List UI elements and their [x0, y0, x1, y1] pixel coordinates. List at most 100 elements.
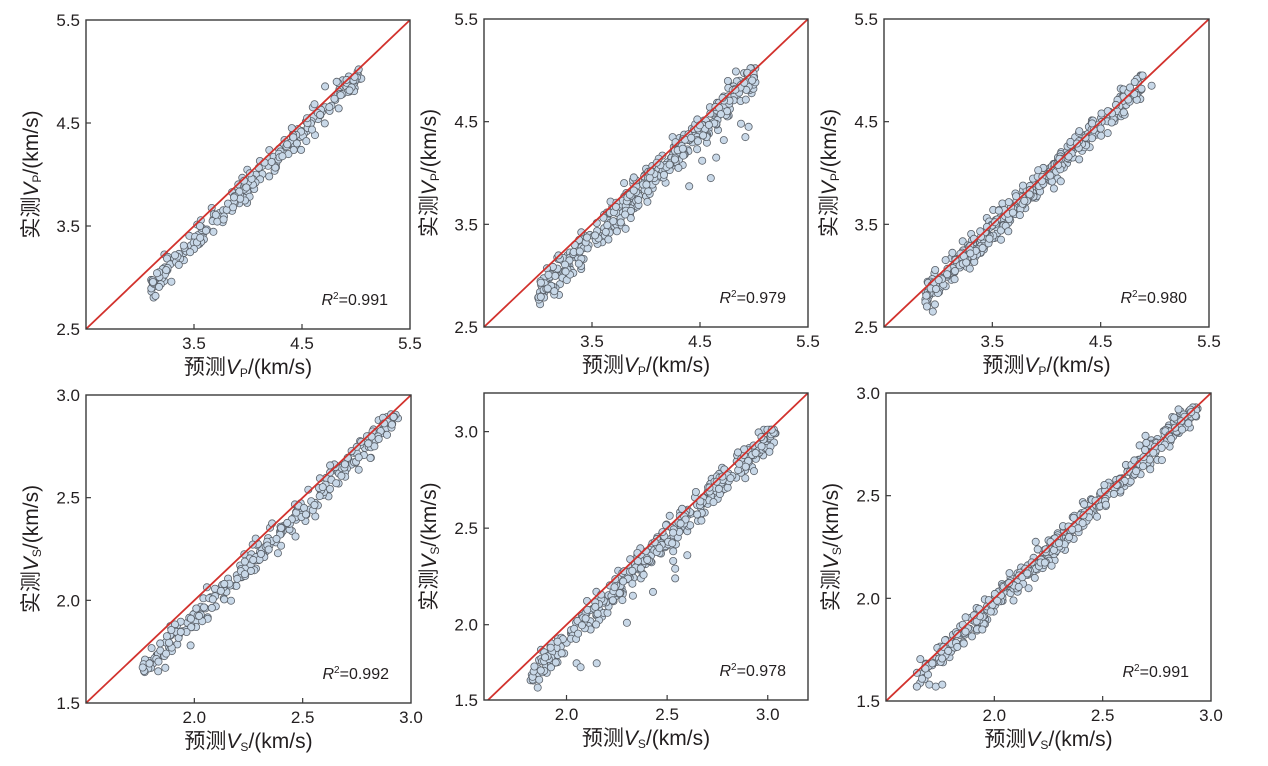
plot-frame: [85, 394, 412, 704]
data-point: [719, 136, 728, 145]
data-points: [147, 65, 366, 302]
x-tick-label: 4.5: [688, 332, 712, 351]
data-point: [1046, 171, 1055, 180]
data-point: [1033, 545, 1042, 554]
data-point: [1019, 181, 1028, 190]
data-point: [162, 649, 171, 658]
data-point: [1078, 519, 1087, 528]
data-point: [604, 235, 613, 244]
data-point: [199, 603, 208, 612]
plot-frame: [885, 392, 1212, 702]
data-point: [186, 614, 195, 623]
data-point: [179, 241, 188, 250]
data-point: [591, 231, 600, 240]
data-point: [220, 595, 229, 604]
x-tick-label: 3.0: [399, 708, 423, 727]
data-point: [591, 602, 600, 611]
data-point: [950, 275, 959, 284]
data-point: [147, 644, 156, 653]
data-point: [966, 249, 975, 258]
data-point: [336, 91, 345, 100]
data-point: [959, 639, 968, 648]
data-point: [1096, 124, 1105, 133]
data-point: [1147, 81, 1156, 90]
data-point: [551, 658, 560, 667]
data-point: [574, 629, 583, 638]
data-point: [669, 557, 678, 566]
data-point: [938, 654, 947, 663]
data-point: [592, 620, 601, 629]
y-tick-label: 2.0: [454, 616, 478, 635]
data-point: [1139, 462, 1148, 471]
data-point: [583, 233, 592, 242]
data-point: [993, 596, 1002, 605]
data-point: [616, 218, 625, 227]
data-point: [696, 497, 705, 506]
data-point: [620, 179, 629, 188]
x-tick-label: 2.5: [1091, 706, 1115, 725]
x-tick-label: 3.5: [981, 332, 1005, 351]
chart-panel-1: 3.5 4.5 5.5 2.5 3.5 4.5 5.5 预测VP/(km/s) 实测VP/(km…: [20, 11, 422, 380]
y-tick-label: 2.0: [856, 589, 880, 608]
data-point: [264, 545, 273, 554]
data-point: [330, 94, 339, 103]
data-point: [1047, 561, 1056, 570]
data-point: [553, 637, 562, 646]
data-points: [921, 71, 1156, 316]
data-points: [534, 64, 760, 309]
data-point: [186, 641, 195, 650]
data-point: [961, 613, 970, 622]
data-point: [246, 566, 255, 575]
data-point: [685, 182, 694, 191]
y-tick-label: 3.0: [56, 386, 80, 405]
reference-line-y-equals-x: [85, 19, 411, 330]
data-point: [1075, 155, 1084, 164]
y-tick-label: 1.5: [56, 694, 80, 713]
data-point: [985, 234, 994, 243]
data-point: [1014, 582, 1023, 591]
data-point: [271, 163, 280, 172]
data-point: [1157, 443, 1166, 452]
data-point: [741, 133, 750, 142]
data-point: [678, 144, 687, 153]
data-point: [530, 662, 539, 671]
x-axis-title: 预测VP/(km/s): [582, 354, 710, 378]
y-tick-label: 2.5: [56, 489, 80, 508]
data-point: [240, 557, 249, 566]
data-point: [550, 287, 559, 296]
data-point: [277, 524, 286, 533]
data-point: [932, 284, 941, 293]
data-point: [1008, 208, 1017, 217]
y-tick-label: 2.5: [856, 487, 880, 506]
y-tick-label: 5.5: [454, 10, 478, 29]
data-point: [557, 649, 566, 658]
data-point: [978, 243, 987, 252]
data-point: [665, 160, 674, 169]
data-point: [1024, 584, 1033, 593]
data-point: [994, 206, 1003, 215]
data-point: [912, 682, 921, 691]
data-point: [609, 217, 618, 226]
data-point: [918, 674, 927, 683]
x-tick-label: 5.5: [398, 334, 422, 353]
data-point: [283, 518, 292, 527]
plot-frame: [85, 19, 411, 330]
data-point: [670, 155, 679, 164]
data-point: [332, 77, 341, 86]
data-point: [164, 638, 173, 647]
data-point: [318, 483, 327, 492]
y-tick-label: 4.5: [454, 113, 478, 132]
x-axis-title: 预测VP/(km/s): [184, 356, 312, 380]
data-point: [1141, 445, 1150, 454]
data-point: [151, 291, 160, 300]
data-point: [229, 193, 238, 202]
data-point: [943, 270, 952, 279]
data-point: [289, 133, 298, 142]
data-point: [195, 222, 204, 231]
data-point: [1034, 166, 1043, 175]
r-squared-annotation: R2=0.992: [322, 665, 389, 683]
data-point: [941, 256, 950, 265]
data-point: [610, 583, 619, 592]
reference-line-y-equals-x: [483, 18, 809, 328]
r-squared-annotation: R2=0.979: [719, 289, 786, 307]
